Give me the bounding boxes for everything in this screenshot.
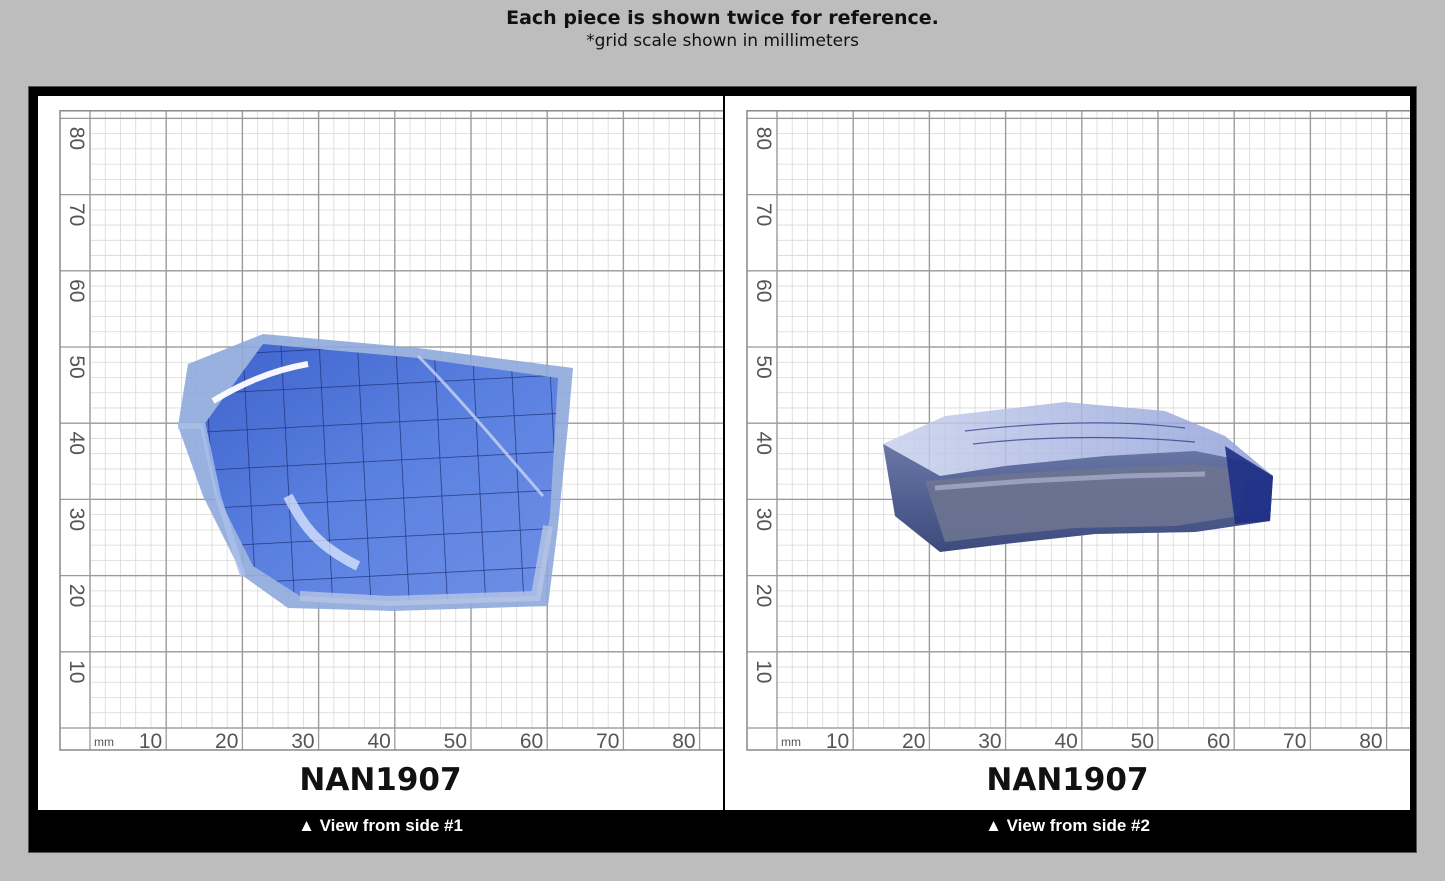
header: Each piece is shown twice for reference.… xyxy=(0,6,1445,52)
caption-side-1: ▲ View from side #1 xyxy=(298,816,463,835)
page-subtitle: *grid scale shown in millimeters xyxy=(586,31,859,51)
y-tick-label: 40 xyxy=(752,432,775,455)
x-tick-label: 10 xyxy=(139,730,162,753)
item-code: NAN1907 xyxy=(986,762,1149,798)
gemstone-side-1 xyxy=(178,334,573,611)
y-tick-label: 10 xyxy=(65,660,88,683)
x-tick-label: 60 xyxy=(1207,730,1230,753)
unit-label: mm xyxy=(94,735,114,749)
unit-label: mm xyxy=(781,735,801,749)
caption-side-2: ▲ View from side #2 xyxy=(985,816,1150,835)
y-tick-label: 60 xyxy=(65,279,88,302)
x-tick-label: 60 xyxy=(520,730,543,753)
x-tick-label: 20 xyxy=(215,730,238,753)
page-title: Each piece is shown twice for reference. xyxy=(506,7,939,29)
y-tick-label: 70 xyxy=(65,203,88,226)
x-tick-label: 20 xyxy=(902,730,925,753)
y-tick-label: 50 xyxy=(752,355,775,378)
grid-photo-side-1: 10 20 30 40 50 60 70 80 10 20 30 40 50 60 70 80 mm xyxy=(59,110,723,753)
x-tick-label: 40 xyxy=(367,730,390,753)
x-tick-label: 80 xyxy=(1359,730,1382,753)
x-tick-label: 10 xyxy=(826,730,849,753)
y-tick-label: 10 xyxy=(752,660,775,683)
x-tick-label: 50 xyxy=(1131,730,1154,753)
y-tick-label: 70 xyxy=(752,203,775,226)
y-tick-label: 20 xyxy=(752,584,775,607)
x-tick-label: 30 xyxy=(291,730,314,753)
photo-panel-side-1: 10 20 30 40 50 60 70 80 10 20 30 40 50 60 70 80 mm NAN19… xyxy=(38,96,723,810)
x-tick-label: 40 xyxy=(1054,730,1077,753)
y-tick-label: 80 xyxy=(752,127,775,150)
x-tick-label: 30 xyxy=(978,730,1001,753)
y-tick-label: 60 xyxy=(752,279,775,302)
item-code: NAN1907 xyxy=(299,762,462,798)
x-tick-label: 70 xyxy=(1283,730,1306,753)
y-tick-label: 30 xyxy=(65,508,88,531)
y-tick-label: 50 xyxy=(65,355,88,378)
gemstone-side-2 xyxy=(883,402,1273,552)
photo-frame: 10 20 30 40 50 60 70 80 10 20 30 40 50 60 70 80 mm NAN19… xyxy=(28,86,1417,853)
grid-photo-side-2: 10 20 30 40 50 60 70 80 10 20 30 40 50 60 70 80 mm xyxy=(746,110,1410,753)
photo-panel-side-2: 10 20 30 40 50 60 70 80 10 20 30 40 50 60 70 80 mm NAN19… xyxy=(725,96,1410,810)
y-tick-label: 20 xyxy=(65,584,88,607)
y-tick-label: 30 xyxy=(752,508,775,531)
x-tick-label: 70 xyxy=(596,730,619,753)
x-tick-label: 50 xyxy=(444,730,467,753)
y-tick-label: 80 xyxy=(65,127,88,150)
x-tick-label: 80 xyxy=(672,730,695,753)
y-tick-label: 40 xyxy=(65,432,88,455)
